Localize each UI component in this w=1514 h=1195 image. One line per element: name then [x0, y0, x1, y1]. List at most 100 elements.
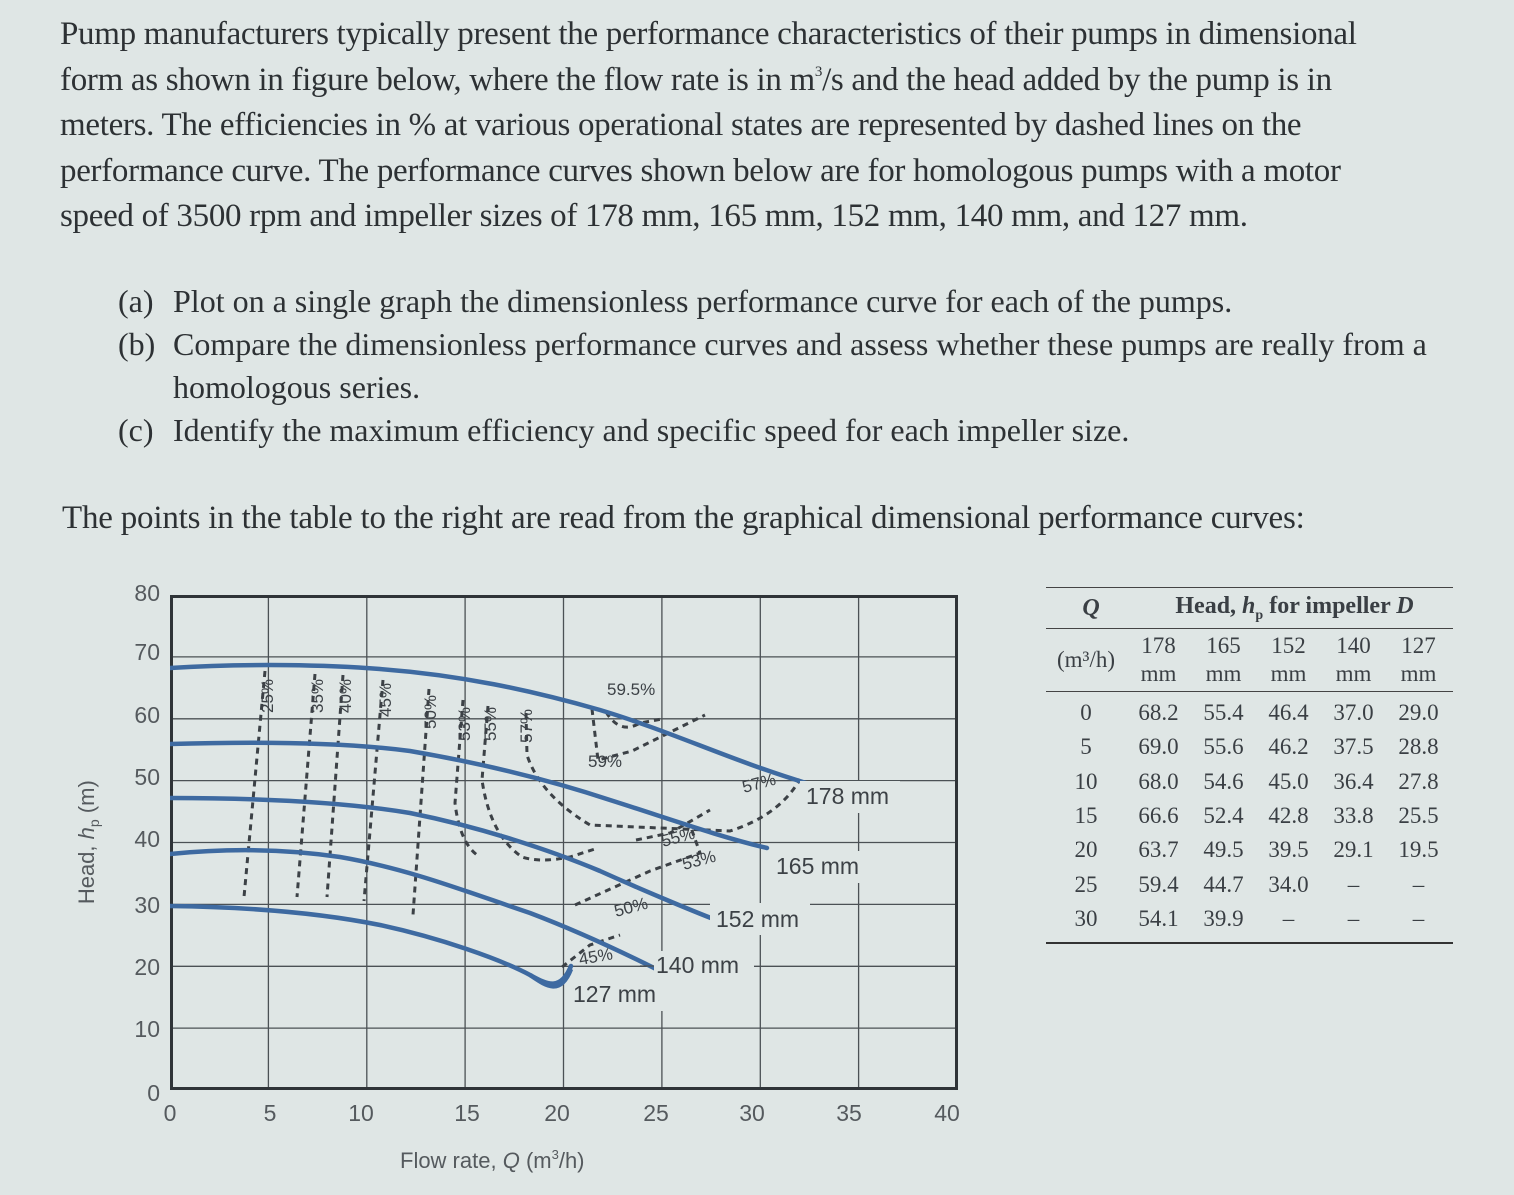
- x-label-var: Q: [502, 1148, 520, 1173]
- curve-140mm: [170, 847, 659, 972]
- cell: 68.0: [1138, 768, 1179, 794]
- part-c: (c) Identify the maximum efficiency and …: [118, 409, 1458, 452]
- cell: –: [1412, 871, 1425, 897]
- x-tick-35: 35: [836, 1100, 862, 1126]
- table-row: 0 68.2 55.4 46.4 37.0 29.0: [1046, 696, 1453, 730]
- cell: 63.7: [1138, 837, 1179, 863]
- x-tick-5: 5: [263, 1100, 277, 1126]
- x-label-sup: 3: [551, 1147, 559, 1162]
- eff-label-50-right: 50%: [612, 894, 650, 921]
- head-header-post: for impeller: [1263, 592, 1397, 619]
- cell: 37.0: [1333, 700, 1374, 726]
- grid: [170, 595, 957, 1090]
- x-axis-label: Flow rate, Q (m3/h): [400, 1148, 585, 1174]
- part-c-text: Identify the maximum efficiency and spec…: [173, 412, 1130, 448]
- cell: 45.0: [1268, 768, 1309, 794]
- question-parts: (a) Plot on a single graph the dimension…: [118, 280, 1458, 452]
- table-lead-sentence: The points in the table to the right are…: [62, 500, 1305, 536]
- eff-label-40: 40%: [336, 679, 355, 713]
- eff-59-5-contour: [604, 711, 663, 729]
- table-row: 30 54.1 39.9 – – –: [1046, 902, 1453, 936]
- y-tick-0: 0: [147, 1080, 160, 1106]
- curve-label-178mm: 178 mm: [806, 783, 889, 809]
- intro-line-2: form as shown in figure below, where the…: [60, 58, 1490, 104]
- cell: 52.4: [1203, 803, 1244, 829]
- row-q: 0: [1080, 700, 1092, 726]
- part-a: (a) Plot on a single graph the dimension…: [118, 280, 1458, 323]
- diameter-unit: mm: [1400, 661, 1437, 686]
- x-tick-40: 40: [934, 1100, 960, 1126]
- cell: 69.0: [1138, 734, 1179, 760]
- table-row: 5 69.0 55.6 46.2 37.5 28.8: [1046, 730, 1453, 764]
- part-b-label: (b): [118, 326, 156, 362]
- curve-127mm-end: [528, 968, 574, 989]
- x-label-text: Flow rate,: [400, 1148, 503, 1173]
- pump-performance-chart: 80 70 60 50 40 30 20 10 0 0 5 10 15 20 2…: [73, 580, 960, 1174]
- cell: –: [1347, 871, 1360, 897]
- diameter-152: 152 mm: [1256, 632, 1321, 688]
- cell: –: [1347, 905, 1360, 931]
- q-header: Q: [1082, 594, 1100, 621]
- cell: 37.5: [1333, 734, 1374, 760]
- eff-45-contour: [362, 679, 385, 902]
- intro-line-2b: /s and the head added by the pump is in: [822, 61, 1332, 98]
- diameter-value: 152: [1271, 633, 1306, 658]
- part-b-text: Compare the dimensionless performance cu…: [173, 326, 1427, 405]
- curve-labels: 178 mm 165 mm 152 mm 140 mm 127 mm: [570, 781, 900, 1011]
- intro-line-3: meters. The efficiencies in % at various…: [60, 107, 1302, 143]
- y-tick-50: 50: [134, 764, 160, 790]
- y-tick-40: 40: [134, 826, 160, 852]
- row-q: 10: [1074, 768, 1098, 794]
- table-header-rule: [1046, 628, 1453, 629]
- efficiency-contours: [242, 670, 802, 969]
- eff-53-right-contour: [635, 808, 711, 842]
- row-q: 20: [1074, 837, 1098, 863]
- cell: 46.2: [1268, 734, 1309, 760]
- head-header: Head, hp for impeller D: [1136, 593, 1453, 624]
- table-row: 20 63.7 49.5 39.5 29.1 19.5: [1046, 833, 1453, 867]
- diameter-165: 165 mm: [1191, 632, 1256, 688]
- table-body-rule: [1046, 691, 1453, 692]
- cell: 42.8: [1268, 803, 1309, 829]
- curve-127mm: [170, 903, 574, 986]
- y-tick-70: 70: [134, 639, 160, 665]
- cell: 34.0: [1268, 871, 1309, 897]
- y-label-sub: p: [86, 819, 103, 828]
- head-header-D: D: [1396, 592, 1414, 619]
- cell: 25.5: [1398, 803, 1439, 829]
- part-a-label: (a): [118, 283, 154, 319]
- cell: 27.8: [1398, 768, 1439, 794]
- curve-label-165mm: 165 mm: [776, 853, 859, 879]
- head-header-text: Head,: [1175, 592, 1243, 619]
- x-tick-0: 0: [163, 1100, 177, 1126]
- diameter-unit: mm: [1205, 661, 1242, 686]
- plot-frame: [170, 595, 958, 1090]
- part-b: (b) Compare the dimensionless performanc…: [118, 323, 1458, 409]
- superscript-3: 3: [814, 63, 823, 80]
- eff-label-53-right: 53%: [680, 847, 718, 874]
- eff-label-53: 53%: [455, 707, 474, 741]
- curve-label-127mm: 127 mm: [573, 981, 656, 1007]
- cell: 49.5: [1203, 837, 1244, 863]
- diameter-unit: mm: [1140, 661, 1177, 686]
- curve-178mm: [170, 662, 809, 786]
- head-header-sub: p: [1255, 607, 1264, 623]
- y-label-var: h: [73, 827, 99, 840]
- part-c-label: (c): [118, 412, 154, 448]
- eff-label-45: 45%: [376, 683, 395, 717]
- cell: 33.8: [1333, 803, 1374, 829]
- eff-label-50: 50%: [421, 695, 440, 729]
- table-body: 0 68.2 55.4 46.4 37.0 29.0 5 69.0 55.6 4…: [1046, 692, 1453, 942]
- intro-line-1: Pump manufacturers typically present the…: [60, 16, 1357, 52]
- cell: 55.6: [1203, 734, 1244, 760]
- y-label-unit: (m): [73, 780, 99, 820]
- table-header-row-1: Q Head, hp for impeller D: [1046, 588, 1453, 628]
- diameter-value: 127: [1401, 633, 1436, 658]
- y-tick-80: 80: [134, 580, 160, 606]
- eff-50-contour: [411, 688, 431, 916]
- table-header-row-2: (m³/h) 178 mm 165 mm 152 mm 140 mm 127 mm: [1046, 629, 1453, 691]
- table-row: 15 66.6 52.4 42.8 33.8 25.5: [1046, 799, 1453, 833]
- y-tick-30: 30: [134, 892, 160, 918]
- x-tick-15: 15: [454, 1100, 480, 1126]
- intro-line-4: performance curve. The performance curve…: [60, 152, 1341, 189]
